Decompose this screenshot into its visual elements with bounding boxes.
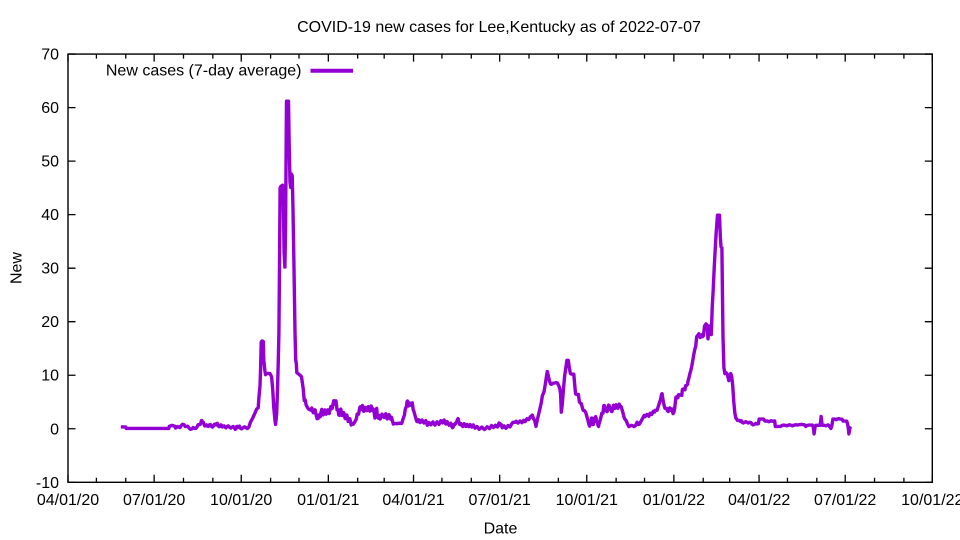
- svg-text:-10: -10: [36, 475, 59, 492]
- svg-text:70: 70: [41, 47, 59, 64]
- svg-text:01/01/22: 01/01/22: [643, 492, 705, 509]
- svg-text:0: 0: [50, 421, 59, 438]
- svg-text:04/01/22: 04/01/22: [728, 492, 790, 509]
- svg-text:10: 10: [41, 368, 59, 385]
- svg-text:10/01/21: 10/01/21: [556, 492, 618, 509]
- svg-text:10/01/22: 10/01/22: [901, 492, 960, 509]
- svg-text:60: 60: [41, 100, 59, 117]
- svg-text:07/01/22: 07/01/22: [814, 492, 876, 509]
- svg-text:07/01/20: 07/01/20: [123, 492, 185, 509]
- svg-text:07/01/21: 07/01/21: [469, 492, 531, 509]
- svg-text:04/01/20: 04/01/20: [37, 492, 99, 509]
- svg-text:COVID-19 new cases for Lee,Ken: COVID-19 new cases for Lee,Kentucky as o…: [297, 19, 701, 36]
- svg-text:30: 30: [41, 261, 59, 278]
- svg-text:01/01/21: 01/01/21: [297, 492, 359, 509]
- svg-text:Date: Date: [484, 521, 518, 538]
- svg-text:20: 20: [41, 314, 59, 331]
- svg-text:New: New: [9, 252, 26, 284]
- svg-text:50: 50: [41, 154, 59, 171]
- svg-text:New cases (7-day average): New cases (7-day average): [106, 63, 302, 80]
- svg-text:40: 40: [41, 207, 59, 224]
- svg-text:10/01/20: 10/01/20: [210, 492, 272, 509]
- svg-text:04/01/21: 04/01/21: [382, 492, 444, 509]
